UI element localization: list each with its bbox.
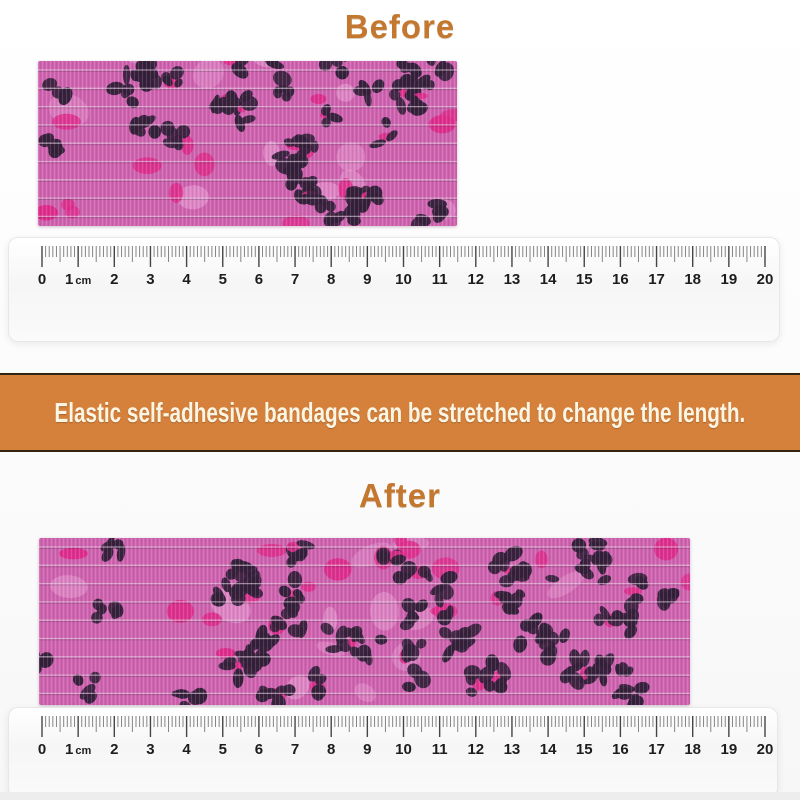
svg-text:18: 18 bbox=[684, 741, 701, 758]
svg-text:13: 13 bbox=[504, 271, 521, 288]
svg-text:8: 8 bbox=[327, 271, 335, 288]
svg-text:16: 16 bbox=[612, 271, 629, 288]
svg-text:5: 5 bbox=[219, 271, 227, 288]
ruler-scale: 0 1 cm 2 3 4 5 6 7 8 9 10 11 12 13 14 15 16 17 18 19 20 bbox=[38, 716, 774, 758]
svg-text:4: 4 bbox=[182, 741, 191, 758]
before-title: Before bbox=[344, 8, 456, 45]
svg-text:6: 6 bbox=[255, 741, 263, 758]
bandage-before bbox=[38, 61, 457, 226]
ruler-before: 0 1 cm 2 3 4 5 6 7 8 9 10 11 12 13 14 15 16 17 18 19 20 bbox=[8, 237, 780, 342]
svg-text:11: 11 bbox=[432, 271, 448, 288]
banner-text: Elastic self-adhesive bandages can be st… bbox=[54, 396, 746, 428]
svg-text:17: 17 bbox=[648, 741, 665, 758]
after-title: After bbox=[358, 477, 441, 514]
svg-text:15: 15 bbox=[576, 271, 593, 288]
ruler-scale: 0 1 cm 2 3 4 5 6 7 8 9 10 11 12 13 14 15 16 17 18 19 20 bbox=[38, 246, 774, 288]
svg-text:14: 14 bbox=[540, 741, 557, 758]
svg-text:2: 2 bbox=[110, 271, 118, 288]
svg-text:14: 14 bbox=[540, 271, 557, 288]
svg-text:12: 12 bbox=[467, 271, 484, 288]
svg-text:16: 16 bbox=[612, 741, 629, 758]
svg-text:7: 7 bbox=[291, 741, 299, 758]
svg-text:12: 12 bbox=[467, 741, 484, 758]
svg-text:6: 6 bbox=[255, 271, 263, 288]
svg-text:20: 20 bbox=[757, 271, 774, 288]
leopard-print-pattern bbox=[38, 61, 457, 226]
svg-text:18: 18 bbox=[684, 271, 701, 288]
svg-text:9: 9 bbox=[363, 741, 371, 758]
svg-text:0: 0 bbox=[38, 741, 46, 758]
svg-text:11: 11 bbox=[432, 741, 448, 758]
svg-text:7: 7 bbox=[291, 271, 299, 288]
svg-text:10: 10 bbox=[395, 741, 412, 758]
svg-text:3: 3 bbox=[146, 271, 154, 288]
svg-text:1cm: 1 cm bbox=[65, 271, 91, 288]
svg-text:20: 20 bbox=[757, 741, 774, 758]
info-banner: Elastic self-adhesive bandages can be st… bbox=[0, 373, 800, 452]
svg-text:5: 5 bbox=[219, 741, 227, 758]
svg-text:10: 10 bbox=[395, 271, 412, 288]
bandage-after bbox=[39, 538, 690, 705]
svg-text:17: 17 bbox=[648, 271, 665, 288]
svg-text:19: 19 bbox=[721, 741, 738, 758]
svg-text:13: 13 bbox=[504, 741, 521, 758]
svg-text:19: 19 bbox=[721, 271, 738, 288]
svg-text:9: 9 bbox=[363, 271, 371, 288]
svg-text:15: 15 bbox=[576, 741, 593, 758]
svg-text:0: 0 bbox=[38, 271, 46, 288]
leopard-print-pattern bbox=[39, 538, 690, 705]
page-bottom-edge bbox=[0, 792, 800, 800]
ruler-after: 0 1 cm 2 3 4 5 6 7 8 9 10 11 12 13 14 15 16 17 18 19 20 bbox=[8, 707, 778, 795]
svg-text:3: 3 bbox=[146, 741, 154, 758]
svg-text:8: 8 bbox=[327, 741, 335, 758]
svg-text:1cm: 1 cm bbox=[65, 741, 91, 758]
svg-text:4: 4 bbox=[182, 271, 191, 288]
svg-text:2: 2 bbox=[110, 741, 118, 758]
